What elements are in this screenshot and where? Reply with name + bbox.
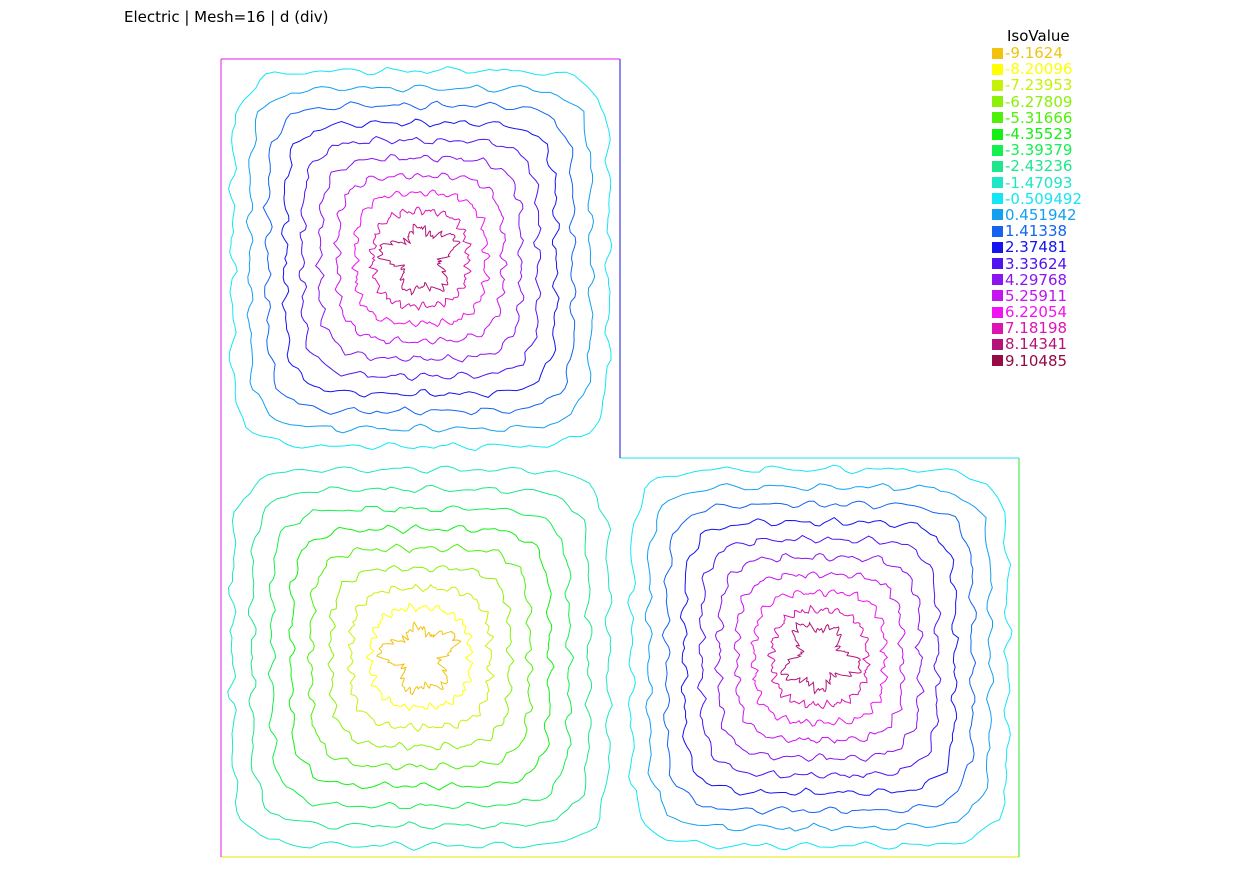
legend-items: -9.1624 -8.20096 -7.23953 -6.27809 -5.31666-… — [992, 45, 1082, 369]
legend-label: -5.31666 — [1005, 108, 1073, 127]
legend-swatch — [992, 355, 1003, 367]
legend-label: -2.43236 — [1005, 157, 1073, 176]
legend-swatch — [992, 322, 1003, 334]
legend-item: 6.22054 — [992, 304, 1082, 320]
contour-line — [376, 621, 462, 696]
legend-swatch — [992, 47, 1003, 59]
legend-swatch — [992, 128, 1003, 140]
legend-label: 5.25911 — [1005, 286, 1068, 305]
legend-item: -5.31666 — [992, 110, 1082, 126]
legend-swatch — [992, 209, 1003, 221]
contour-line — [306, 543, 534, 771]
legend-item: -2.43236 — [992, 158, 1082, 174]
plot-title: Electric | Mesh=16 | d (div) — [124, 8, 329, 26]
legend-swatch — [992, 112, 1003, 124]
contour-line — [288, 524, 555, 791]
contour-line — [376, 223, 461, 296]
contour-line — [733, 571, 906, 744]
legend-swatch — [992, 241, 1003, 253]
legend-swatch — [992, 290, 1003, 302]
legend-title: IsoValue — [1007, 27, 1070, 45]
contour-line — [327, 565, 515, 751]
legend-swatch — [992, 96, 1003, 108]
contour-line — [368, 206, 472, 312]
legend-label: -0.509492 — [1005, 189, 1082, 208]
contour-line — [314, 153, 525, 363]
legend-label: -3.39379 — [1005, 141, 1073, 160]
legend-item: -3.39379 — [992, 142, 1082, 158]
contour-line — [281, 118, 560, 398]
contour-line — [644, 483, 995, 832]
legend-label: -4.35523 — [1005, 125, 1073, 144]
legend-swatch — [992, 144, 1003, 156]
legend-item: 7.18198 — [992, 320, 1082, 336]
contour-line — [780, 621, 862, 695]
legend-item: -6.27809 — [992, 94, 1082, 110]
contour-line — [245, 84, 596, 434]
contour-line — [661, 500, 977, 815]
contour-line — [247, 484, 593, 830]
legend-label: 1.41338 — [1005, 222, 1068, 241]
legend-item: 0.451942 — [992, 207, 1082, 223]
legend-swatch — [992, 274, 1003, 286]
legend-swatch — [992, 160, 1003, 172]
legend-label: 8.14341 — [1005, 335, 1068, 354]
legend-swatch — [992, 177, 1003, 189]
contour-line — [298, 135, 542, 381]
contour-line — [679, 517, 960, 796]
legend-item: -8.20096 — [992, 61, 1082, 77]
contour-line — [262, 100, 577, 416]
contour-lines — [227, 66, 1013, 851]
legend-label: -7.23953 — [1005, 76, 1073, 95]
contour-line — [346, 583, 495, 733]
legend-swatch — [992, 258, 1003, 270]
contour-line — [333, 172, 508, 345]
legend-item: -4.35523 — [992, 126, 1082, 142]
contour-line — [750, 589, 889, 727]
legend-label: 3.33624 — [1005, 254, 1068, 273]
legend-label: 7.18198 — [1005, 319, 1068, 338]
legend-swatch — [992, 79, 1003, 91]
contour-line — [627, 464, 1013, 851]
contour-line — [713, 552, 925, 762]
legend-item: -7.23953 — [992, 77, 1082, 93]
domain-boundary — [220, 58, 1020, 858]
legend-item: 5.25911 — [992, 288, 1082, 304]
legend-label: -8.20096 — [1005, 60, 1073, 79]
contour-line — [767, 604, 871, 710]
contour-line — [365, 602, 474, 712]
legend-swatch — [992, 225, 1003, 237]
legend-swatch — [992, 193, 1003, 205]
contour-line — [228, 66, 613, 452]
legend-item: 9.10485 — [992, 353, 1082, 369]
legend-item: -9.1624 — [992, 45, 1082, 61]
contour-line — [227, 465, 613, 851]
legend-swatch — [992, 63, 1003, 75]
legend-label: 9.10485 — [1005, 351, 1068, 370]
isovalue-legend: IsoValue -9.1624 -8.20096 -7.23953 -6.27809… — [992, 27, 1082, 369]
legend-label: 0.451942 — [1005, 205, 1077, 224]
legend-item: 4.29768 — [992, 272, 1082, 288]
legend-label: -9.1624 — [1005, 44, 1063, 63]
legend-item: 1.41338 — [992, 223, 1082, 239]
contour-line — [351, 189, 491, 328]
legend-item: 2.37481 — [992, 239, 1082, 255]
legend-swatch — [992, 338, 1003, 350]
legend-label: 6.22054 — [1005, 303, 1068, 322]
legend-item: -1.47093 — [992, 175, 1082, 191]
legend-label: -1.47093 — [1005, 173, 1073, 192]
legend-item: 8.14341 — [992, 336, 1082, 352]
contour-line — [267, 505, 575, 810]
legend-swatch — [992, 306, 1003, 318]
legend-label: -6.27809 — [1005, 92, 1073, 111]
legend-label: 4.29768 — [1005, 270, 1068, 289]
legend-item: -0.509492 — [992, 191, 1082, 207]
legend-item: 3.33624 — [992, 254, 1082, 273]
contour-line — [697, 534, 942, 779]
legend-label: 2.37481 — [1005, 238, 1068, 257]
